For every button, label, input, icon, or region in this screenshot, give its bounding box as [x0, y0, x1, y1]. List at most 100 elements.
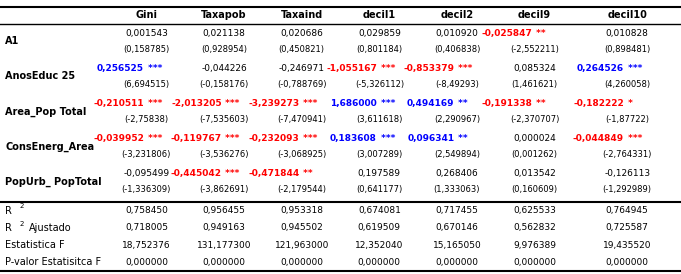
Text: 0,494169: 0,494169 — [407, 99, 455, 108]
Text: Estatistica F: Estatistica F — [5, 240, 65, 250]
Text: (-3,862691): (-3,862691) — [200, 185, 249, 194]
Text: 0,000000: 0,000000 — [513, 258, 556, 267]
Text: -0,853379: -0,853379 — [404, 64, 455, 73]
Text: 18,752376: 18,752376 — [122, 241, 171, 250]
Text: 0,197589: 0,197589 — [358, 169, 401, 178]
Text: 0,010828: 0,010828 — [606, 29, 648, 38]
Text: (-0,788769): (-0,788769) — [277, 80, 326, 89]
Text: ***: *** — [624, 134, 642, 143]
Text: 0,256525: 0,256525 — [97, 64, 144, 73]
Text: -0,119767: -0,119767 — [171, 134, 222, 143]
Text: 0,619509: 0,619509 — [358, 223, 401, 232]
Text: 0,096341: 0,096341 — [407, 134, 455, 143]
Text: **: ** — [456, 134, 468, 143]
Text: ***: *** — [223, 134, 240, 143]
Text: (-3,068925): (-3,068925) — [277, 150, 326, 159]
Text: decil1: decil1 — [363, 10, 396, 20]
Text: (-1,336309): (-1,336309) — [122, 185, 171, 194]
Text: -0,246971: -0,246971 — [279, 64, 325, 73]
Text: -0,095499: -0,095499 — [123, 169, 170, 178]
Text: (-2,764331): (-2,764331) — [603, 150, 652, 159]
Text: (-5,326112): (-5,326112) — [355, 80, 404, 89]
Text: 0,725587: 0,725587 — [606, 223, 648, 232]
Text: -0,126113: -0,126113 — [604, 169, 650, 178]
Text: Taxaind: Taxaind — [281, 10, 323, 20]
Text: (-1,292989): (-1,292989) — [603, 185, 652, 194]
Text: 0,268406: 0,268406 — [436, 169, 478, 178]
Text: (0,898481): (0,898481) — [604, 45, 650, 54]
Text: 0,562832: 0,562832 — [513, 223, 556, 232]
Text: 121,963000: 121,963000 — [274, 241, 329, 250]
Text: 0,264526: 0,264526 — [577, 64, 624, 73]
Text: P-valor Estatisitca F: P-valor Estatisitca F — [5, 257, 101, 267]
Text: -2,013205: -2,013205 — [171, 99, 222, 108]
Text: ***: *** — [378, 99, 395, 108]
Text: R: R — [5, 206, 12, 216]
Text: 1,686000: 1,686000 — [330, 99, 377, 108]
Text: (3,611618): (3,611618) — [356, 115, 402, 124]
Text: Ajustado: Ajustado — [29, 223, 72, 233]
Text: (0,801184): (0,801184) — [356, 45, 402, 54]
Text: (-7,470941): (-7,470941) — [277, 115, 326, 124]
Text: (0,406838): (0,406838) — [434, 45, 480, 54]
Text: -0,445042: -0,445042 — [171, 169, 222, 178]
Text: ***: *** — [378, 64, 395, 73]
Text: (-2,179544): (-2,179544) — [277, 185, 326, 194]
Text: decil10: decil10 — [607, 10, 647, 20]
Text: -0,039952: -0,039952 — [93, 134, 144, 143]
Text: Taxapob: Taxapob — [202, 10, 247, 20]
Text: (-2,75838): (-2,75838) — [125, 115, 168, 124]
Text: ***: *** — [223, 99, 240, 108]
Text: **: ** — [300, 169, 313, 178]
Text: ***: *** — [378, 134, 395, 143]
Text: 0,949163: 0,949163 — [203, 223, 245, 232]
Text: (-0,158176): (-0,158176) — [200, 80, 249, 89]
Text: 0,085324: 0,085324 — [513, 64, 556, 73]
Text: decil9: decil9 — [518, 10, 551, 20]
Text: -0,044226: -0,044226 — [201, 64, 247, 73]
Text: (0,641177): (0,641177) — [356, 185, 402, 194]
Text: AnosEduc 25: AnosEduc 25 — [5, 72, 76, 81]
Text: 0,945502: 0,945502 — [281, 223, 323, 232]
Text: 2: 2 — [20, 203, 24, 209]
Text: 0,000000: 0,000000 — [435, 258, 479, 267]
Text: PopUrb_ PopTotal: PopUrb_ PopTotal — [5, 176, 102, 187]
Text: A1: A1 — [5, 36, 20, 46]
Text: 131,177300: 131,177300 — [197, 241, 251, 250]
Text: 2: 2 — [20, 221, 24, 227]
Text: (-2,552211): (-2,552211) — [510, 45, 559, 54]
Text: **: ** — [533, 29, 545, 38]
Text: 19,435520: 19,435520 — [603, 241, 652, 250]
Text: (0,001262): (0,001262) — [511, 150, 558, 159]
Text: ***: *** — [145, 99, 162, 108]
Text: (0,450821): (0,450821) — [279, 45, 325, 54]
Text: -3,239273: -3,239273 — [249, 99, 300, 108]
Text: 0,010920: 0,010920 — [436, 29, 478, 38]
Text: 0,000000: 0,000000 — [125, 258, 168, 267]
Text: (1,333063): (1,333063) — [434, 185, 480, 194]
Text: (-3,231806): (-3,231806) — [122, 150, 171, 159]
Text: (-7,535603): (-7,535603) — [200, 115, 249, 124]
Text: Gini: Gini — [136, 10, 157, 20]
Text: **: ** — [456, 99, 468, 108]
Text: (3,007289): (3,007289) — [356, 150, 402, 159]
Text: 0,718005: 0,718005 — [125, 223, 168, 232]
Text: Area_Pop Total: Area_Pop Total — [5, 106, 86, 117]
Text: 12,352040: 12,352040 — [355, 241, 404, 250]
Text: 0,001543: 0,001543 — [125, 29, 168, 38]
Text: ***: *** — [145, 64, 162, 73]
Text: 0,000000: 0,000000 — [605, 258, 649, 267]
Text: R: R — [5, 223, 12, 233]
Text: -0,025847: -0,025847 — [481, 29, 533, 38]
Text: ***: *** — [223, 169, 240, 178]
Text: 0,670146: 0,670146 — [436, 223, 478, 232]
Text: 0,000000: 0,000000 — [358, 258, 401, 267]
Text: (2,290967): (2,290967) — [434, 115, 480, 124]
Text: (0,158785): (0,158785) — [123, 45, 170, 54]
Text: (-1,87722): (-1,87722) — [605, 115, 649, 124]
Text: 0,029859: 0,029859 — [358, 29, 400, 38]
Text: (6,694515): (6,694515) — [123, 80, 170, 89]
Text: 0,020686: 0,020686 — [281, 29, 323, 38]
Text: *: * — [624, 99, 633, 108]
Text: 0,953318: 0,953318 — [280, 206, 323, 215]
